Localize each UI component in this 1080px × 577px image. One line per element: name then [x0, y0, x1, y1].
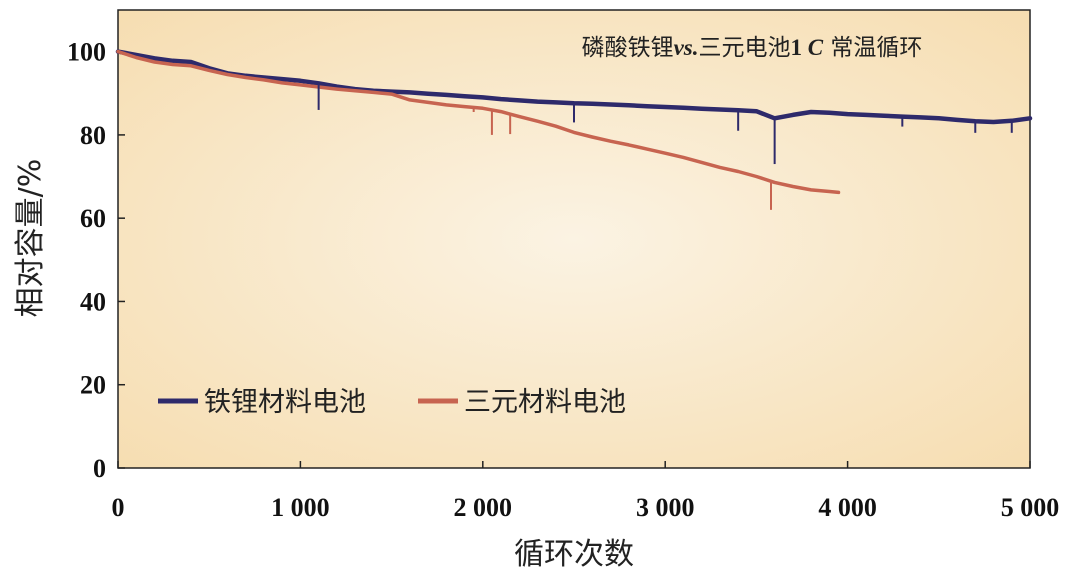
chart-title: 磷酸铁锂vs.三元电池1 C 常温循环 — [582, 35, 923, 61]
plot-area — [117, 9, 1031, 469]
x-tick-label: 4 000 — [818, 493, 877, 522]
y-tick-label: 0 — [93, 454, 106, 483]
x-tick-label: 2 000 — [454, 493, 513, 522]
x-tick-label: 3 000 — [636, 493, 695, 522]
tick-layer: 0 1 000 2 000 3 000 4 000 5 000 0 20 40 60 80 100 — [67, 38, 1059, 522]
series-line-ternary — [116, 49, 841, 195]
legend-label-lfp: 铁锂材料电池 — [204, 387, 366, 418]
chart-title-part: vs. — [674, 35, 699, 60]
x-tick-label: 5 000 — [1001, 493, 1060, 522]
y-tick-label: 40 — [80, 287, 106, 316]
chart-title-part: 磷酸铁锂 — [582, 35, 674, 61]
chart-title-part: 三元电池 — [699, 35, 791, 61]
y-tick-label: 100 — [67, 38, 106, 67]
chart-title-part: 1 — [791, 35, 808, 60]
x-axis-title: 循环次数 — [514, 537, 634, 572]
x-tick-label: 0 — [112, 493, 125, 522]
chart-title-part: 常温循环 — [823, 35, 922, 61]
y-tick-label: 80 — [80, 121, 106, 150]
x-tick-label: 1 000 — [271, 493, 330, 522]
legend: 铁锂材料电池 三元材料电池 — [158, 387, 626, 418]
chart-title-part: C — [808, 35, 824, 60]
y-tick-label: 60 — [80, 204, 106, 233]
legend-label-ternary: 三元材料电池 — [464, 387, 626, 418]
series-layer — [115, 49, 1033, 210]
y-tick-label: 20 — [80, 371, 106, 400]
y-axis-title: 相对容量/% — [13, 159, 48, 318]
